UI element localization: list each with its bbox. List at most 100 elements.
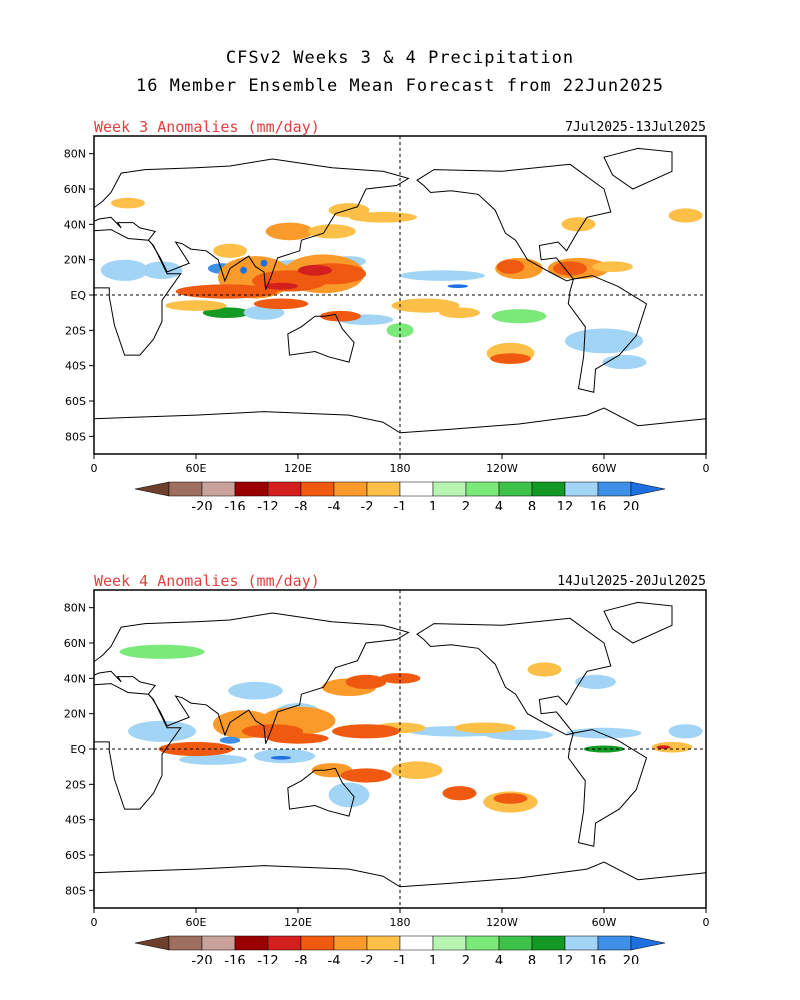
coastline-greenland	[603, 601, 673, 644]
precip-anomaly-area	[566, 727, 642, 739]
precip-anomaly-area	[349, 212, 417, 223]
colorbar: -20 -16 -12 -8 -4 -2 -1 1 2 4 8 12 16 20	[134, 935, 666, 964]
coastline-namerica	[416, 163, 612, 282]
precip-anomaly-area	[253, 749, 315, 764]
colorbar-label: 2	[462, 500, 470, 510]
colorbar-label: 1	[429, 954, 437, 964]
colorbar-segment	[498, 935, 533, 951]
colorbar-label: -2	[361, 954, 374, 964]
colorbar-label: -20	[191, 954, 212, 964]
precip-anomaly-area	[379, 673, 421, 684]
precip-anomaly-area	[592, 261, 633, 272]
precip-anomaly-area	[575, 674, 616, 689]
colorbar-label: -12	[257, 500, 278, 510]
precip-anomaly-area	[656, 745, 671, 749]
precip-anomaly-area	[400, 270, 485, 281]
colorbar-label: -4	[328, 500, 341, 510]
anomaly-layer	[100, 197, 703, 370]
colorbar-segment	[564, 481, 599, 497]
colorbar-label: -20	[191, 500, 212, 510]
precip-anomaly-area	[298, 265, 332, 276]
precip-anomaly-area	[267, 733, 329, 744]
precip-anomaly-area	[202, 307, 251, 318]
colorbar-label: -16	[224, 500, 245, 510]
week3-panel-title: Week 3 Anomalies (mm/day)	[94, 118, 320, 136]
precip-anomaly-area	[219, 736, 241, 744]
precip-anomaly-area	[493, 793, 528, 804]
coastline-africa	[94, 229, 182, 356]
colorbar-label: -2	[361, 500, 374, 510]
lat-label: 20S	[65, 324, 86, 337]
precip-anomaly-area	[490, 353, 531, 364]
lon-label: 180	[390, 916, 411, 929]
precip-anomaly-area	[561, 217, 596, 232]
lon-label: 120E	[284, 462, 312, 475]
lat-label: 20N	[64, 254, 86, 267]
coastline-layer	[94, 147, 706, 454]
precip-anomaly-area	[141, 261, 183, 280]
colorbar-segment	[432, 481, 467, 497]
lat-label: 60S	[65, 849, 86, 862]
precip-anomaly-area	[100, 259, 149, 281]
coastline-australia	[287, 767, 355, 817]
precip-anomaly-area	[264, 282, 298, 290]
precip-anomaly-area	[228, 681, 283, 700]
precip-anomaly-area	[602, 355, 647, 370]
anomaly-layer	[119, 644, 703, 813]
coastline-eurasia	[94, 158, 410, 290]
precip-anomaly-area	[128, 720, 196, 742]
precip-anomaly-area	[651, 741, 693, 753]
coastline-greenland	[603, 147, 673, 190]
lat-label: 80S	[65, 430, 86, 443]
lon-label: 0	[703, 916, 710, 929]
coastline-eurasia	[94, 612, 410, 744]
colorbar-low-arrow	[134, 481, 170, 497]
lon-label: 60E	[186, 916, 207, 929]
coastline-namerica	[416, 617, 612, 736]
coastline-africa	[94, 683, 182, 810]
colorbar-segment	[597, 935, 632, 951]
precip-anomaly-area	[668, 724, 703, 739]
coastline-antarctica	[94, 861, 706, 908]
precip-anomaly-area	[253, 298, 309, 310]
precip-anomaly-area	[485, 729, 553, 741]
lat-label: 60N	[64, 637, 86, 650]
precip-anomaly-area	[340, 768, 392, 783]
colorbar-low-arrow	[134, 935, 170, 951]
colorbar-label: -16	[224, 954, 245, 964]
lat-label: 80N	[64, 602, 86, 615]
colorbar-label: 2	[462, 954, 470, 964]
precip-anomaly-area	[439, 307, 480, 318]
colorbar-label: -1	[394, 500, 407, 510]
colorbar-segment	[432, 935, 467, 951]
lon-label: 0	[703, 462, 710, 475]
colorbar-label: 16	[590, 500, 607, 510]
lat-label: 40N	[64, 218, 86, 231]
coastline-samerica	[567, 729, 648, 847]
precip-anomaly-area	[328, 782, 370, 808]
lat-label: 60N	[64, 183, 86, 196]
week3-date-range: 7Jul2025-13Jul2025	[565, 120, 706, 135]
precip-anomaly-area	[240, 266, 248, 274]
colorbar-segment	[366, 481, 401, 497]
colorbar-segment	[531, 481, 566, 497]
colorbar-segment	[333, 481, 368, 497]
precip-anomaly-area	[111, 197, 145, 209]
precip-anomaly-area	[345, 674, 387, 689]
precip-anomaly-area	[668, 208, 703, 223]
precip-anomaly-area	[454, 722, 516, 734]
precip-anomaly-area	[308, 224, 356, 239]
lat-label: 20S	[65, 778, 86, 791]
precip-anomaly-area	[491, 309, 547, 324]
colorbar-high-arrow	[630, 481, 666, 497]
colorbar-label: -8	[295, 954, 308, 964]
colorbar-label: 12	[557, 500, 574, 510]
precip-anomaly-area	[553, 261, 587, 276]
lon-label: 60E	[186, 462, 207, 475]
colorbar-label: 20	[623, 954, 640, 964]
colorbar-segment	[234, 481, 269, 497]
colorbar-segment	[597, 481, 632, 497]
precip-anomaly-area	[243, 305, 285, 320]
lat-label: 40N	[64, 672, 86, 685]
